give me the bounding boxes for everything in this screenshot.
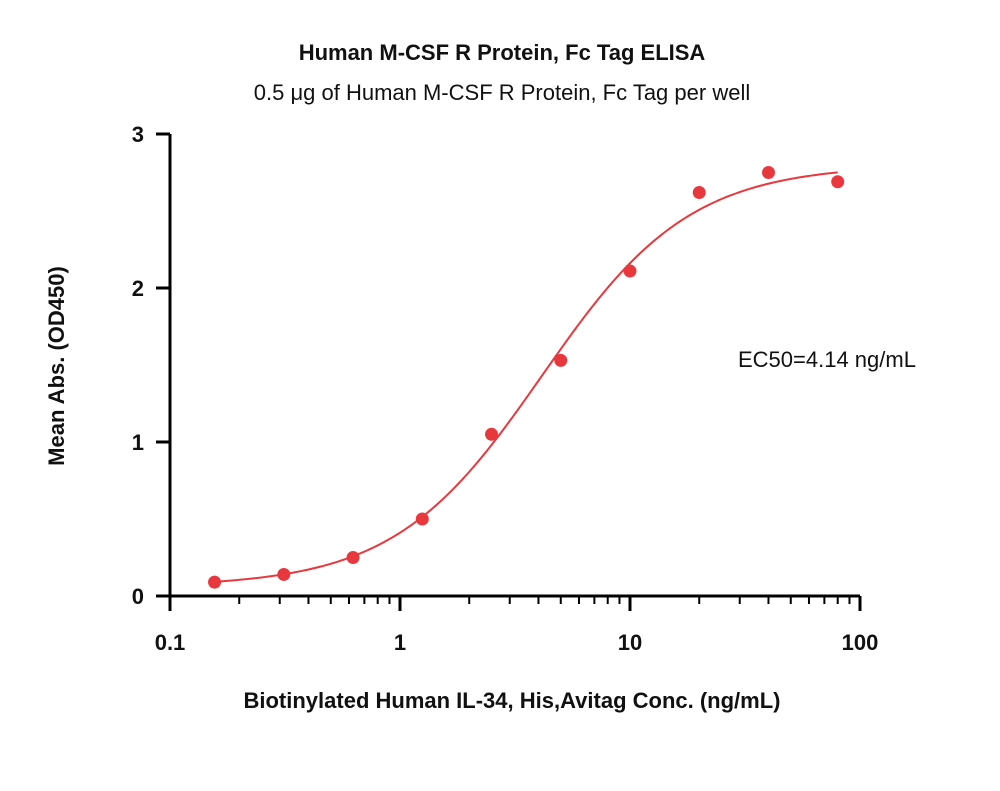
data-point (554, 353, 568, 367)
y-tick-label: 0 (132, 584, 144, 609)
y-tick-label: 1 (132, 430, 144, 455)
x-tick-label: 1 (394, 630, 406, 655)
x-tick-label: 0.1 (155, 630, 186, 655)
data-point (415, 512, 429, 526)
fit-curve (214, 171, 838, 583)
x-tick-label: 100 (842, 630, 879, 655)
data-points (208, 166, 845, 589)
data-point (208, 575, 222, 589)
y-tick-label: 3 (132, 122, 144, 147)
chart-subtitle: 0.5 μg of Human M-CSF R Protein, Fc Tag … (254, 80, 750, 105)
axes (168, 134, 860, 598)
ec50-annotation: EC50=4.14 ng/mL (738, 347, 916, 372)
tick-labels: 0 1 2 3 0.1 1 10 100 (132, 122, 879, 655)
y-axis-label: Mean Abs. (OD450) (44, 266, 69, 466)
tick-marks (156, 132, 862, 611)
data-point (831, 175, 845, 189)
data-point (485, 427, 499, 441)
data-point (346, 551, 360, 564)
x-tick-label: 10 (618, 630, 642, 655)
data-point (761, 166, 775, 179)
data-point (692, 186, 706, 200)
data-point (277, 567, 291, 581)
chart-title: Human M-CSF R Protein, Fc Tag ELISA (299, 40, 706, 65)
x-axis-label: Biotinylated Human IL-34, His,Avitag Con… (243, 688, 780, 713)
y-tick-label: 2 (132, 276, 144, 301)
data-point (623, 264, 637, 278)
